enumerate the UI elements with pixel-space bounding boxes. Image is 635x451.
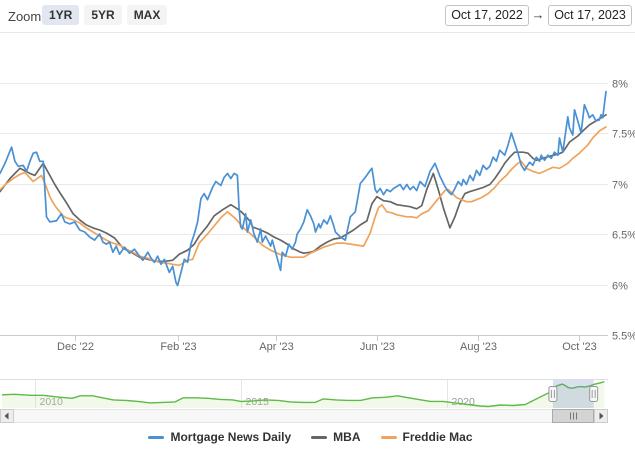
series-mortgage-news-daily [0, 90, 607, 287]
range-buttons: 1YR 5YR MAX [42, 5, 172, 25]
navigator-selection[interactable] [552, 380, 594, 408]
navigator-handle-right-grip[interactable] [589, 386, 599, 402]
y-axis-label: 6% [612, 281, 628, 293]
range-button-max[interactable]: MAX [126, 5, 168, 25]
navigator-year-label: 2015 [246, 396, 270, 408]
range-button-1yr[interactable]: 1YR [42, 5, 80, 25]
date-to-input[interactable]: Oct 17, 2023 [548, 5, 632, 26]
navigator-series [1, 380, 605, 408]
y-axis-label: 6.5% [612, 230, 635, 242]
legend-item-freddie-mac[interactable]: Freddie Mac [380, 430, 473, 444]
legend-label: MBA [333, 430, 361, 444]
y-axis-label: 8% [612, 79, 628, 91]
navigator-handle-right[interactable] [589, 386, 599, 402]
range-button-5yr[interactable]: 5YR [84, 5, 122, 25]
legend-item-mortgage-news-daily[interactable]: Mortgage News Daily [148, 430, 291, 444]
navigator-handle-left-grip[interactable] [548, 386, 558, 402]
legend-marker-freddie-mac [380, 435, 397, 439]
series-freddie-mac [0, 126, 607, 267]
y-axis-label: 5.5% [612, 331, 635, 343]
x-axis-label: Apr '23 [259, 341, 294, 353]
x-axis: Dec '22 Feb '23 Apr '23 Jun '23 Aug '23 Oct '… [57, 335, 597, 353]
series-mba [0, 113, 607, 263]
scrollbar-left-arrow-icon [4, 412, 9, 420]
navigator-area [2, 381, 605, 408]
navigator: 201020152020 [0, 379, 608, 408]
scrollbar-right-arrow-icon [599, 412, 604, 420]
y-axis: 8% 7.5% 7% 6.5% 6% 5.5% [0, 79, 635, 343]
navigator-handle-left[interactable] [548, 386, 558, 402]
header-divider [0, 32, 635, 33]
legend-label: Mortgage News Daily [170, 430, 292, 444]
zoom-label: Zoom [8, 9, 42, 24]
y-axis-label: 7% [612, 180, 628, 192]
legend-marker-mba [311, 435, 328, 439]
legend-item-mba[interactable]: MBA [311, 430, 361, 444]
x-axis-label: Dec '22 [57, 341, 94, 353]
date-from-input[interactable]: Oct 17, 2022 [445, 5, 529, 26]
x-axis-label: Aug '23 [460, 341, 497, 353]
scrollbar-track[interactable] [13, 409, 595, 423]
legend-marker-mortgage-news-daily [148, 435, 165, 439]
legend: Mortgage News Daily MBA Freddie Mac [0, 430, 621, 444]
x-axis-label: Jun '23 [360, 341, 395, 353]
x-axis-label: Feb '23 [160, 341, 196, 353]
date-range-arrow-icon: → [531, 7, 545, 22]
x-axis-label: Oct '23 [562, 341, 597, 353]
scrollbar-thumb[interactable] [552, 409, 594, 423]
legend-label: Freddie Mac [402, 430, 473, 444]
y-axis-label: 7.5% [612, 129, 635, 141]
navigator-year-label: 2010 [40, 396, 64, 408]
scrollbar [0, 409, 608, 423]
